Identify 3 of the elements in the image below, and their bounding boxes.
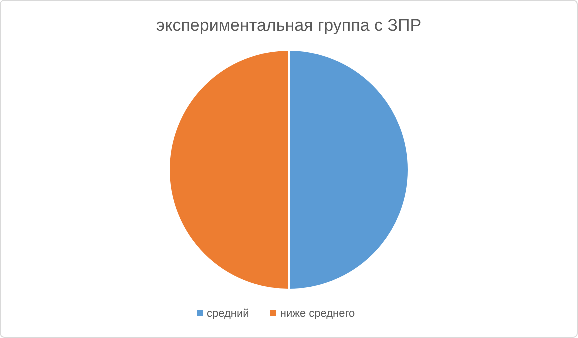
chart-title: экспериментальная группа с ЗПР	[156, 16, 422, 35]
legend-label: ниже среднего	[280, 308, 356, 320]
legend-label: средний	[207, 308, 250, 320]
